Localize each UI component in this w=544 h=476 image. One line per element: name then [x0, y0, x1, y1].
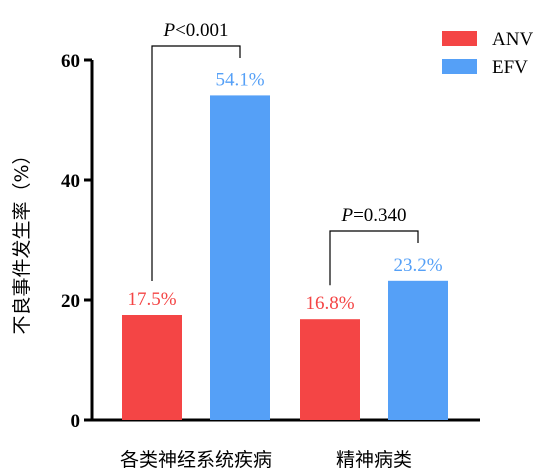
legend-swatch-anv [442, 31, 477, 46]
legend: ANV EFV [442, 29, 533, 78]
significance-bracket-2 [329, 230, 419, 286]
y-axis-title: 不良事件发生率（%） [11, 145, 33, 334]
y-tick-label: 60 [61, 51, 80, 72]
bar-anv-2 [300, 319, 360, 420]
bar-efv-1 [210, 95, 270, 421]
bars-group: 17.5% 54.1% 16.8% 23.2% [122, 69, 448, 421]
category-label-1: 各类神经系统疾病 [120, 449, 272, 471]
y-tick-label: 40 [61, 171, 80, 192]
legend-label-anv: ANV [492, 29, 533, 50]
y-tick-label: 20 [61, 291, 80, 312]
annotations-group: P<0.001 P=0.340 [151, 20, 419, 286]
data-label-anv-1: 17.5% [127, 289, 176, 310]
p-value-label-1: P<0.001 [162, 20, 228, 41]
y-tick-label: 0 [71, 411, 81, 432]
legend-swatch-efv [442, 59, 477, 74]
p-value-label-2: P=0.340 [340, 205, 406, 226]
significance-bracket-1 [151, 45, 241, 281]
legend-label-efv: EFV [492, 57, 528, 78]
data-label-efv-2: 23.2% [393, 255, 442, 276]
data-label-efv-1: 54.1% [215, 69, 264, 90]
bar-anv-1 [122, 315, 182, 420]
data-label-anv-2: 16.8% [305, 293, 354, 314]
category-label-2: 精神病类 [336, 449, 412, 471]
bar-efv-2 [388, 280, 448, 420]
y-ticks: 0 20 40 60 [61, 51, 92, 432]
